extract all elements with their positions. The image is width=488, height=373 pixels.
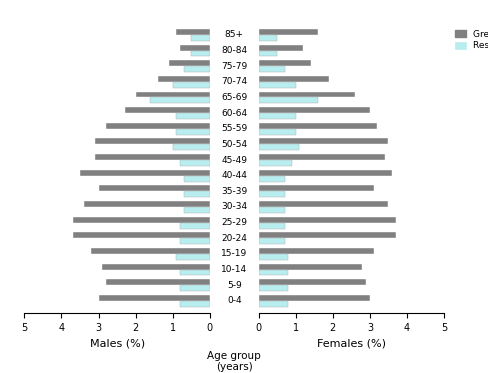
Text: Age group
(years): Age group (years) — [207, 351, 261, 372]
Bar — [259, 207, 285, 213]
X-axis label: Males (%): Males (%) — [90, 339, 144, 349]
Text: 55-59: 55-59 — [221, 124, 247, 133]
Bar — [73, 232, 210, 238]
Text: 70-74: 70-74 — [221, 77, 247, 86]
Bar — [259, 270, 288, 276]
Bar — [259, 154, 385, 160]
Text: 35-39: 35-39 — [221, 187, 247, 196]
Bar — [259, 35, 277, 41]
Bar — [106, 279, 210, 285]
Bar — [102, 264, 210, 270]
Bar — [184, 176, 210, 182]
Bar — [259, 123, 377, 129]
Bar — [259, 248, 374, 254]
Bar — [173, 82, 210, 88]
Bar — [259, 144, 300, 150]
Bar — [259, 29, 318, 35]
Text: 65-69: 65-69 — [221, 93, 247, 102]
Bar — [180, 223, 210, 229]
Bar — [259, 91, 355, 97]
Bar — [124, 107, 210, 113]
Bar — [259, 97, 318, 103]
Bar — [191, 50, 210, 56]
Bar — [177, 254, 210, 260]
Bar — [259, 76, 329, 82]
Text: 50-54: 50-54 — [221, 140, 247, 149]
Bar — [180, 45, 210, 50]
Bar — [259, 82, 296, 88]
Bar — [259, 170, 392, 176]
Bar — [259, 301, 288, 307]
Bar — [259, 160, 292, 166]
Bar — [259, 285, 288, 291]
Bar — [95, 138, 210, 144]
Bar — [95, 154, 210, 160]
Bar — [73, 217, 210, 223]
Text: 45-49: 45-49 — [221, 156, 247, 164]
Text: 0-4: 0-4 — [227, 296, 242, 305]
Bar — [259, 201, 388, 207]
X-axis label: Females (%): Females (%) — [317, 339, 386, 349]
Bar — [84, 201, 210, 207]
Bar — [106, 123, 210, 129]
Legend: Greater Adelaide, Rest of SA: Greater Adelaide, Rest of SA — [452, 27, 488, 53]
Bar — [259, 232, 396, 238]
Bar — [173, 144, 210, 150]
Bar — [80, 170, 210, 176]
Text: 25-29: 25-29 — [221, 218, 247, 227]
Bar — [259, 176, 285, 182]
Bar — [184, 191, 210, 197]
Text: 80-84: 80-84 — [221, 46, 247, 55]
Text: 30-34: 30-34 — [221, 203, 247, 211]
Text: 40-44: 40-44 — [221, 171, 247, 180]
Bar — [180, 285, 210, 291]
Bar — [259, 238, 285, 244]
Bar — [177, 113, 210, 119]
Bar — [259, 254, 288, 260]
Text: 5-9: 5-9 — [227, 280, 242, 290]
Text: 15-19: 15-19 — [221, 250, 247, 258]
Bar — [177, 129, 210, 135]
Bar — [150, 97, 210, 103]
Text: 75-79: 75-79 — [221, 62, 247, 70]
Bar — [169, 60, 210, 66]
Text: 60-64: 60-64 — [221, 109, 247, 117]
Bar — [180, 160, 210, 166]
Text: 85+: 85+ — [225, 30, 244, 40]
Bar — [259, 129, 296, 135]
Bar — [259, 191, 285, 197]
Bar — [184, 66, 210, 72]
Bar — [99, 295, 210, 301]
Bar — [158, 76, 210, 82]
Bar — [259, 66, 285, 72]
Bar — [259, 107, 370, 113]
Bar — [180, 270, 210, 276]
Bar — [259, 138, 388, 144]
Bar — [184, 207, 210, 213]
Bar — [259, 185, 374, 191]
Bar — [259, 223, 285, 229]
Bar — [91, 248, 210, 254]
Bar — [180, 238, 210, 244]
Bar — [136, 91, 210, 97]
Text: 20-24: 20-24 — [221, 234, 247, 243]
Bar — [259, 264, 363, 270]
Bar — [259, 279, 366, 285]
Text: 10-14: 10-14 — [221, 265, 247, 274]
Bar — [259, 113, 296, 119]
Bar — [259, 45, 303, 50]
Bar — [191, 35, 210, 41]
Bar — [259, 217, 396, 223]
Bar — [180, 301, 210, 307]
Bar — [259, 50, 277, 56]
Bar — [177, 29, 210, 35]
Bar — [259, 60, 310, 66]
Bar — [259, 295, 370, 301]
Bar — [99, 185, 210, 191]
